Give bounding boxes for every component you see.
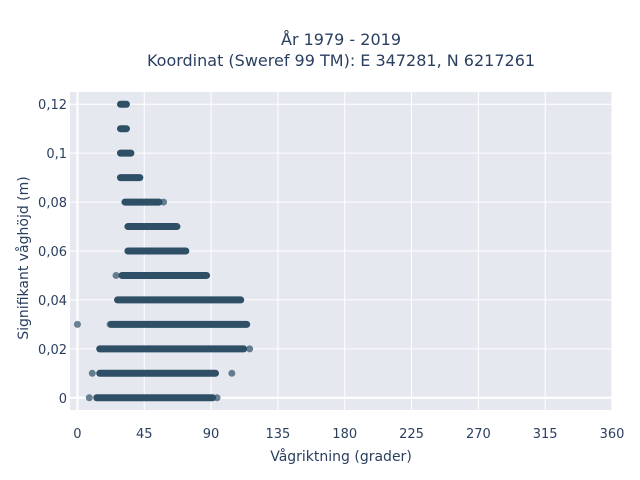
- y-tick-label: 0,04: [38, 294, 67, 309]
- x-tick-label: 180: [332, 427, 357, 442]
- data-point: [88, 369, 96, 377]
- x-tick-label: 45: [136, 427, 153, 442]
- y-tick-label: 0,02: [38, 343, 67, 358]
- data-point: [160, 198, 168, 206]
- data-point: [246, 345, 254, 353]
- x-tick-labels: 0 45 90 135 180 225 270 315 360: [73, 427, 624, 442]
- x-axis-label: Vågriktning (grader): [270, 448, 412, 465]
- data-points: [73, 100, 254, 402]
- data-point: [106, 320, 114, 328]
- y-tick-label: 0,06: [38, 245, 67, 260]
- y-tick-label: 0: [59, 392, 67, 407]
- data-point: [112, 271, 120, 279]
- y-tick-label: 0,12: [38, 98, 67, 113]
- grid-lines: [70, 92, 613, 410]
- y-tick-label: 0,1: [46, 147, 67, 162]
- x-tick-label: 135: [265, 427, 290, 442]
- x-tick-label: 360: [600, 427, 625, 442]
- x-tick-label: 315: [533, 427, 558, 442]
- chart-title-line1: År 1979 - 2019: [281, 30, 401, 49]
- data-point: [213, 394, 221, 402]
- x-tick-label: 0: [73, 427, 81, 442]
- chart-title-line2: Koordinat (Sweref 99 TM): E 347281, N 62…: [147, 51, 535, 70]
- data-point: [85, 394, 93, 402]
- y-tick-labels: 0 0,02 0,04 0,06 0,08 0,1 0,12: [38, 98, 67, 407]
- y-axis-label: Signifikant våghöjd (m): [15, 176, 32, 339]
- data-point: [73, 320, 81, 328]
- x-tick-label: 270: [466, 427, 491, 442]
- y-tick-label: 0,08: [38, 196, 67, 211]
- data-point: [130, 271, 138, 279]
- x-tick-label: 225: [399, 427, 424, 442]
- x-tick-label: 90: [203, 427, 220, 442]
- data-point: [228, 369, 236, 377]
